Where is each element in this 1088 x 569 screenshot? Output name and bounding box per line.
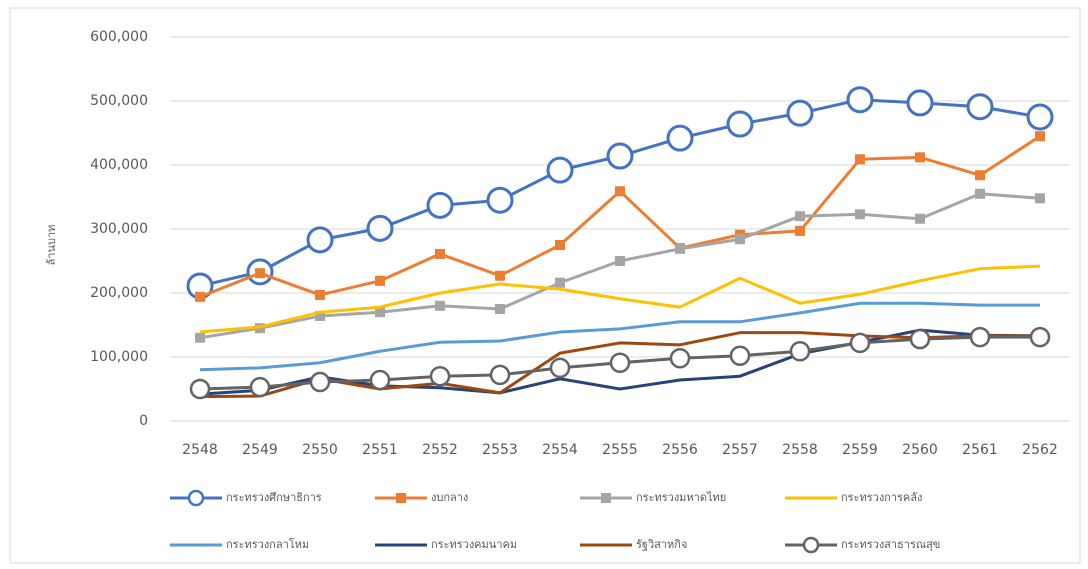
y-tick-label: 100,000 xyxy=(90,349,148,365)
y-tick-label: 400,000 xyxy=(90,157,148,173)
legend-label: กระทรวงคมนาคม xyxy=(431,538,517,551)
point-marker xyxy=(195,332,205,343)
legend-marker xyxy=(802,536,820,554)
legend-marker xyxy=(396,493,406,503)
point-marker xyxy=(606,142,634,170)
x-tick-label: 2556 xyxy=(662,442,698,458)
point-marker xyxy=(675,243,685,254)
point-marker xyxy=(849,332,871,354)
point-marker xyxy=(435,248,445,259)
point-marker xyxy=(495,270,505,281)
point-marker xyxy=(489,364,511,386)
x-tick-label: 2562 xyxy=(1022,442,1058,458)
x-tick-label: 2550 xyxy=(302,442,338,458)
point-marker xyxy=(969,326,991,348)
point-marker xyxy=(975,170,985,181)
point-marker xyxy=(309,371,331,393)
y-axis-label: ล้านบาท xyxy=(45,225,58,266)
y-tick-label: 200,000 xyxy=(90,285,148,301)
point-marker xyxy=(495,304,505,314)
point-marker xyxy=(735,234,745,245)
point-marker xyxy=(786,99,814,127)
legend-marker xyxy=(601,493,611,503)
x-tick-label: 2554 xyxy=(542,442,578,458)
point-marker xyxy=(549,357,571,379)
point-marker xyxy=(915,213,925,224)
point-marker xyxy=(906,89,934,117)
point-marker xyxy=(846,86,874,114)
legend-label: งบกลาง xyxy=(431,491,468,504)
point-marker xyxy=(369,369,391,391)
point-marker xyxy=(435,300,445,311)
point-marker xyxy=(249,376,271,398)
x-tick-label: 2555 xyxy=(602,442,638,458)
legend-label: กระทรวงกลาโหม xyxy=(226,537,309,551)
y-tick-label: 500,000 xyxy=(90,93,148,109)
point-marker xyxy=(615,186,625,197)
point-marker xyxy=(315,311,325,322)
x-tick-label: 2553 xyxy=(482,442,518,458)
point-marker xyxy=(486,186,514,214)
point-marker xyxy=(1035,193,1045,204)
point-marker xyxy=(909,328,931,350)
point-marker xyxy=(375,307,385,318)
point-marker xyxy=(669,348,691,369)
point-marker xyxy=(789,340,811,362)
x-tick-label: 2551 xyxy=(362,442,398,458)
x-tick-label: 2557 xyxy=(722,442,758,458)
point-marker xyxy=(1035,131,1045,142)
point-marker xyxy=(795,225,805,236)
point-marker xyxy=(429,365,451,387)
point-marker xyxy=(729,345,751,366)
legend-label: รัฐวิสาหกิจ xyxy=(636,538,687,551)
point-marker xyxy=(306,226,334,254)
legend-label: กระทรวงมหาดไทย xyxy=(636,491,726,504)
point-marker xyxy=(795,211,805,222)
point-marker xyxy=(726,110,754,138)
x-tick-label: 2560 xyxy=(902,442,938,458)
point-marker xyxy=(375,275,385,286)
x-tick-label: 2548 xyxy=(182,442,218,458)
point-marker xyxy=(615,256,625,266)
legend-label: กระทรวงการคลัง xyxy=(841,491,922,504)
point-marker xyxy=(915,152,925,163)
point-marker xyxy=(975,188,985,199)
point-marker xyxy=(609,352,631,374)
point-marker xyxy=(315,289,325,300)
point-marker xyxy=(666,124,694,152)
legend-label: กระทรวงศึกษาธิการ xyxy=(226,491,322,504)
point-marker xyxy=(195,291,205,302)
point-marker xyxy=(546,156,574,184)
point-marker xyxy=(966,93,994,121)
point-marker xyxy=(189,378,211,400)
x-tick-label: 2552 xyxy=(422,442,458,458)
x-tick-label: 2559 xyxy=(842,442,878,458)
point-marker xyxy=(1026,103,1054,131)
y-tick-label: 300,000 xyxy=(90,221,148,237)
series-line xyxy=(199,301,1040,372)
legend-label: กระทรวงสาธารณสุข xyxy=(841,538,940,551)
point-marker xyxy=(555,240,565,250)
point-marker xyxy=(855,154,865,165)
point-marker xyxy=(1029,326,1051,348)
point-marker xyxy=(426,191,454,219)
point-marker xyxy=(366,214,394,242)
x-tick-label: 2561 xyxy=(962,442,998,458)
series-line xyxy=(199,264,1041,334)
x-tick-label: 2549 xyxy=(242,442,278,458)
x-tick-label: 2558 xyxy=(782,442,818,458)
point-marker xyxy=(855,209,865,220)
y-tick-label: 600,000 xyxy=(90,29,148,45)
legend-marker xyxy=(187,489,205,507)
point-marker xyxy=(255,268,265,279)
point-marker xyxy=(555,277,565,288)
y-tick-label: 0 xyxy=(139,413,148,429)
